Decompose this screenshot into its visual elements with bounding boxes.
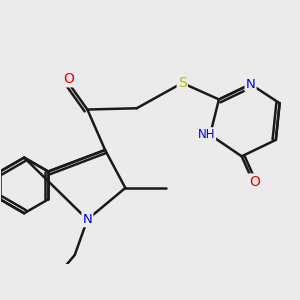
Text: N: N (246, 78, 255, 91)
Text: S: S (178, 76, 187, 90)
Text: NH: NH (197, 128, 215, 141)
Text: O: O (249, 175, 260, 189)
Text: N: N (82, 213, 92, 226)
Text: O: O (63, 72, 74, 86)
